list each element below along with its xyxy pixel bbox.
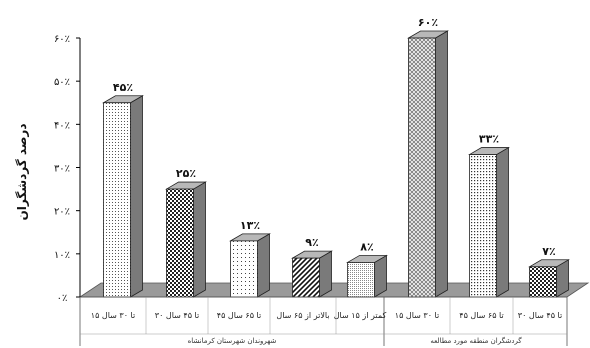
- data-label-4: ۸٪: [360, 240, 373, 253]
- bar-5: [407, 30, 449, 298]
- bar-7-front: [529, 266, 557, 298]
- category-label-6: ۴۵ تا ۶۵ سال: [459, 311, 503, 320]
- bar-2: [229, 233, 271, 298]
- y-tick-label-3: ۳۰٪: [54, 164, 70, 175]
- bar-5-side: [435, 30, 448, 298]
- bar-6: [468, 146, 510, 298]
- bar-4-front: [347, 262, 375, 298]
- category-label-0: ۱۵ تا ۳۰ سال: [91, 311, 135, 320]
- bar-4: [346, 254, 388, 298]
- data-label-7: ۷٪: [542, 245, 555, 258]
- bar-1-side: [193, 181, 206, 298]
- group-label-2: گردشگران منطقه مورد مطالعه: [430, 336, 522, 345]
- bar-3-side: [319, 250, 332, 298]
- data-label-0: ۴۵٪: [113, 81, 133, 94]
- bar-6-front: [469, 154, 497, 298]
- group-label-1: شهروندان شهرستان کرمانشاه: [188, 337, 277, 345]
- bar-1-front: [166, 188, 194, 298]
- data-label-6: ۳۳٪: [479, 133, 499, 146]
- y-tick-label-1: ۱۰٪: [54, 250, 70, 261]
- bar-3: [291, 250, 333, 298]
- y-tick-label-2: ۲۰٪: [54, 207, 70, 218]
- bar-7: [528, 259, 570, 298]
- y-tick-label-5: ۵۰٪: [54, 77, 70, 88]
- bar-2-front: [230, 240, 258, 298]
- y-tick-label-4: ۴۰٪: [54, 120, 70, 131]
- category-label-4: کمتر از ۱۵ سال: [334, 311, 387, 320]
- bar-0-front: [103, 102, 131, 298]
- data-label-2: ۱۳٪: [240, 219, 260, 232]
- y-tick-label-0: ۰٪: [57, 293, 68, 304]
- bar-0-side: [130, 95, 143, 298]
- data-label-3: ۹٪: [305, 236, 318, 249]
- bar-3-front: [292, 257, 320, 298]
- category-label-3: بالاتر از ۶۵ سال: [276, 311, 329, 320]
- data-label-5: ۶۰٪: [418, 16, 438, 29]
- y-tick-label-6: ۶۰٪: [54, 34, 70, 45]
- bar-5-front: [408, 37, 436, 298]
- bar-2-side: [257, 233, 270, 298]
- category-label-2: ۴۵ تا ۶۵ سال: [217, 311, 261, 320]
- category-label-5: ۱۵ تا ۳۰ سال: [395, 311, 439, 320]
- bar-0: [102, 95, 144, 298]
- category-label-1: ۳۰ تا ۴۵ سال: [155, 311, 199, 320]
- bar-6-side: [496, 146, 509, 298]
- y-axis-label: درصد گردشگران: [15, 124, 29, 221]
- category-label-7: ۳۰ تا ۴۵ سال: [518, 311, 562, 320]
- category-table: شهروندان شهرستان کرمانشاه گردشگران منطقه…: [79, 296, 568, 346]
- bar-1: [165, 181, 207, 298]
- chart-floor: [78, 282, 590, 298]
- data-label-1: ۲۵٪: [176, 167, 196, 180]
